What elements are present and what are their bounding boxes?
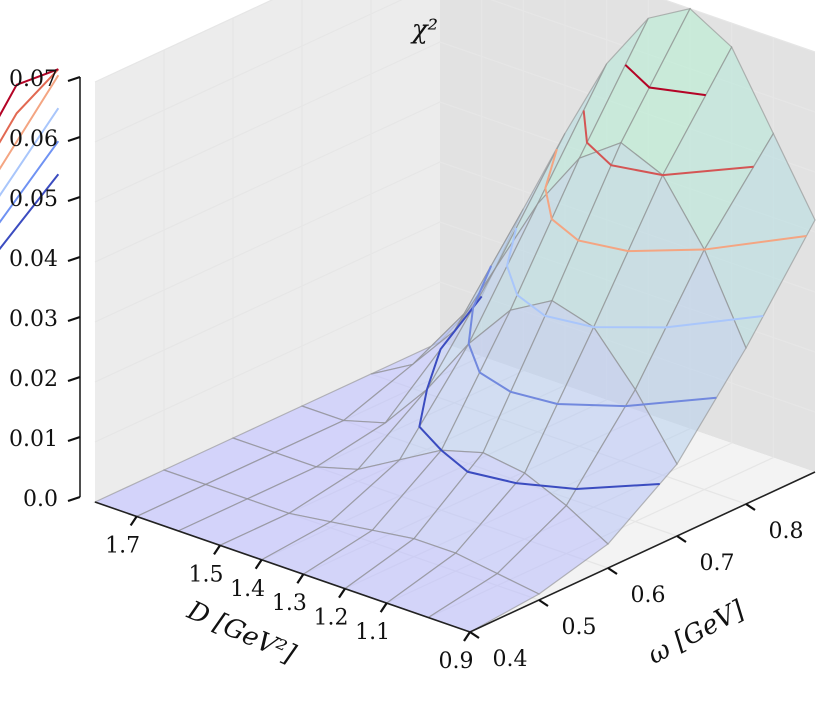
contour-wall-profile: [0, 68, 60, 144]
chi2-tick: [67, 195, 81, 203]
omega-tick-label: 0.8: [769, 519, 804, 544]
d-tick: [129, 515, 138, 527]
z-axis-label: χ²: [410, 15, 438, 45]
omega-tick-label: 0.7: [700, 551, 735, 576]
chi2-tick-label: 0.06: [9, 127, 58, 152]
contour-line: [544, 148, 807, 253]
d-tick: [379, 602, 388, 613]
chi2-tick-label: 0.04: [9, 247, 58, 272]
contour-line: [505, 227, 764, 329]
omega-tick: [745, 503, 756, 511]
omega-tick: [676, 535, 687, 543]
d-tick-label: 0.9: [439, 649, 474, 674]
omega-tick-label: 0.4: [493, 647, 528, 672]
contour-line: [624, 64, 706, 97]
chi2-tick: [67, 315, 81, 323]
chi2-tick: [67, 75, 81, 83]
d-tick-label: 1.4: [230, 577, 265, 602]
omega-axis-line: [469, 471, 816, 633]
chi2-tick-label: 0.03: [9, 307, 58, 332]
d-tick-label: 1.7: [105, 533, 140, 558]
back-left-pane: [95, 0, 440, 502]
chi2-tick: [67, 495, 81, 503]
omega-tick: [469, 631, 480, 639]
contour-wall-profile: [0, 173, 60, 251]
d-tick: [254, 559, 263, 570]
chi2-tick: [67, 375, 81, 383]
d-tick: [463, 631, 471, 642]
chi2-surface: [93, 7, 816, 633]
chi2-tick: [67, 255, 81, 263]
chi2-tick-label: 0.0: [23, 487, 58, 512]
contour-wall-profile: [0, 107, 60, 197]
d-tick: [338, 588, 346, 599]
chi2-tick-label: 0.07: [9, 67, 58, 92]
omega-tick: [607, 567, 618, 575]
omega-tick-label: 0.5: [562, 615, 597, 640]
axes: 1.7 1.51.4 1.3 1.21.1 0.9 0.4 0.5 0.6 0.7 0.8 0.0 0…: [9, 67, 816, 674]
chi2-tick-label: 0.05: [9, 187, 58, 212]
omega-tick: [538, 599, 549, 607]
d-axis-line: [94, 501, 471, 633]
chi2-tick-label: 0.02: [9, 367, 58, 392]
omega-tick-label: 0.6: [631, 583, 666, 608]
contour-line: [467, 265, 717, 408]
contour-wall-profile: [0, 140, 60, 224]
d-tick-label: 1.3: [272, 591, 307, 616]
contour-lines: [0, 64, 807, 490]
d-tick-label: 1.1: [355, 620, 390, 645]
d-tick: [296, 573, 305, 584]
contour-wall-profile: [0, 74, 60, 171]
chi2-tick: [67, 435, 81, 443]
d-tick-label: 1.5: [189, 562, 224, 587]
contour-wall-profile: [0, 68, 59, 118]
contour-line: [418, 295, 660, 490]
chi2-tick-label: 0.01: [9, 427, 58, 452]
contour-line: [582, 110, 754, 177]
d-tick-label: 1.2: [314, 606, 349, 631]
d-tick: [213, 544, 221, 555]
chi2-tick: [67, 135, 81, 143]
